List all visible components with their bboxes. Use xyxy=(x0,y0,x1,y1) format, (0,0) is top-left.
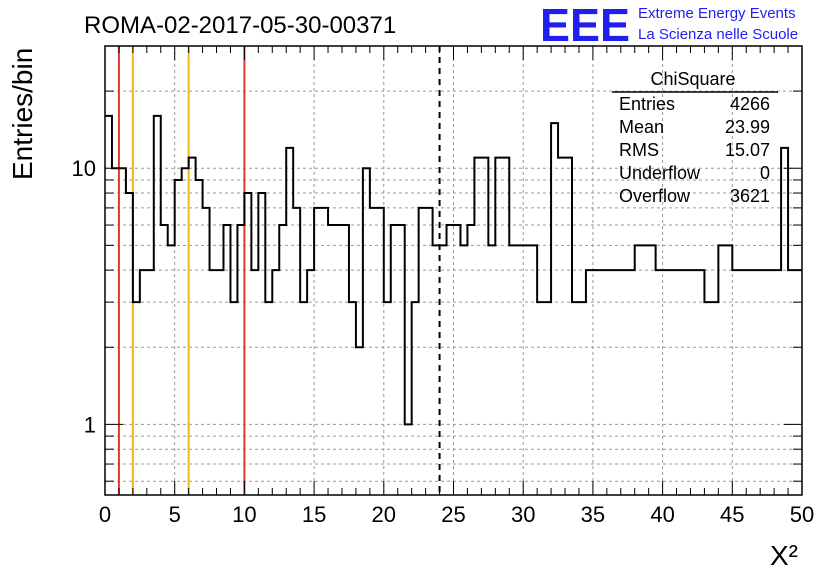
chart-title: ROMA-02-2017-05-30-00371 xyxy=(84,12,396,39)
stats-value: 0 xyxy=(760,163,770,183)
histogram-line xyxy=(105,114,802,426)
stats-value: 4266 xyxy=(730,94,770,114)
y-tick-label: 10 xyxy=(72,156,96,181)
stats-label: Overflow xyxy=(619,186,691,206)
stats-label: RMS xyxy=(619,140,659,160)
stats-box: ChiSquare Entries 4266 Mean 23.99 RMS 15.07 Un… xyxy=(612,69,778,206)
x-tick-label: 30 xyxy=(511,502,535,527)
x-tick-labels: 0 5 10 15 20 25 30 35 40 45 50 xyxy=(99,502,814,527)
x-tick-label: 5 xyxy=(169,502,181,527)
x-tick-label: 0 xyxy=(99,502,111,527)
stats-value: 15.07 xyxy=(725,140,770,160)
x-tick-label: 50 xyxy=(790,502,814,527)
stats-value: 3621 xyxy=(730,186,770,206)
x-tick-label: 10 xyxy=(232,502,256,527)
logo-mark: EEE xyxy=(540,0,630,51)
y-tick-labels: 1 10 xyxy=(72,156,96,437)
eee-logo: EEE Extreme Energy Events La Scienza nel… xyxy=(540,0,798,51)
x-tick-label: 40 xyxy=(650,502,674,527)
x-tick-label: 35 xyxy=(581,502,605,527)
stats-value: 23.99 xyxy=(725,117,770,137)
x-axis-label: X² xyxy=(770,540,798,571)
x-tick-label: 45 xyxy=(720,502,744,527)
x-tick-label: 20 xyxy=(372,502,396,527)
y-axis-label: Entries/bin xyxy=(7,48,38,180)
stats-title: ChiSquare xyxy=(650,69,735,89)
x-tick-label: 25 xyxy=(441,502,465,527)
stats-label: Mean xyxy=(619,117,664,137)
logo-line-2: La Scienza nelle Scuole xyxy=(638,26,798,43)
logo-line-1: Extreme Energy Events xyxy=(638,5,796,22)
stats-label: Underflow xyxy=(619,163,701,183)
y-tick-label: 1 xyxy=(84,412,96,437)
axis-ticks xyxy=(104,45,803,495)
stats-label: Entries xyxy=(619,94,675,114)
x-tick-label: 15 xyxy=(302,502,326,527)
